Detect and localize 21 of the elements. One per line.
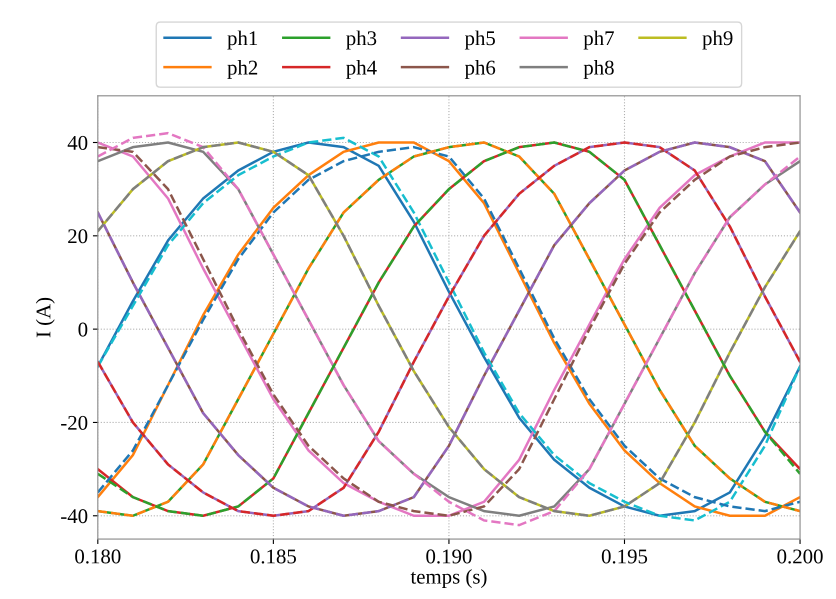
legend-label: ph4: [346, 60, 377, 79]
legend-label: ph6: [464, 60, 496, 79]
legend-label: ph8: [584, 60, 614, 79]
legend-label: ph9: [702, 30, 732, 50]
legend-label: ph3: [346, 30, 376, 50]
y-tick-label: -20: [61, 416, 88, 430]
y-tick-label: -40: [61, 509, 88, 524]
legend-label: ph5: [464, 30, 495, 50]
x-tick-label: 0.180: [75, 549, 120, 564]
legend-label: ph2: [227, 60, 258, 79]
x-tick-label: 0.185: [250, 549, 296, 564]
y-tick-label: 20: [68, 229, 88, 244]
legend-label: ph7: [584, 30, 614, 50]
y-tick-label: 0: [78, 322, 88, 337]
x-tick-label: 0.190: [426, 549, 472, 564]
x-axis-title: temps (s): [410, 569, 486, 588]
y-axis-title: I (A): [36, 298, 55, 338]
y-tick-label: 40: [68, 136, 88, 150]
x-tick-label: 0.200: [777, 549, 823, 564]
legend-label: ph1: [227, 30, 258, 50]
x-tick-label: 0.195: [602, 549, 648, 564]
